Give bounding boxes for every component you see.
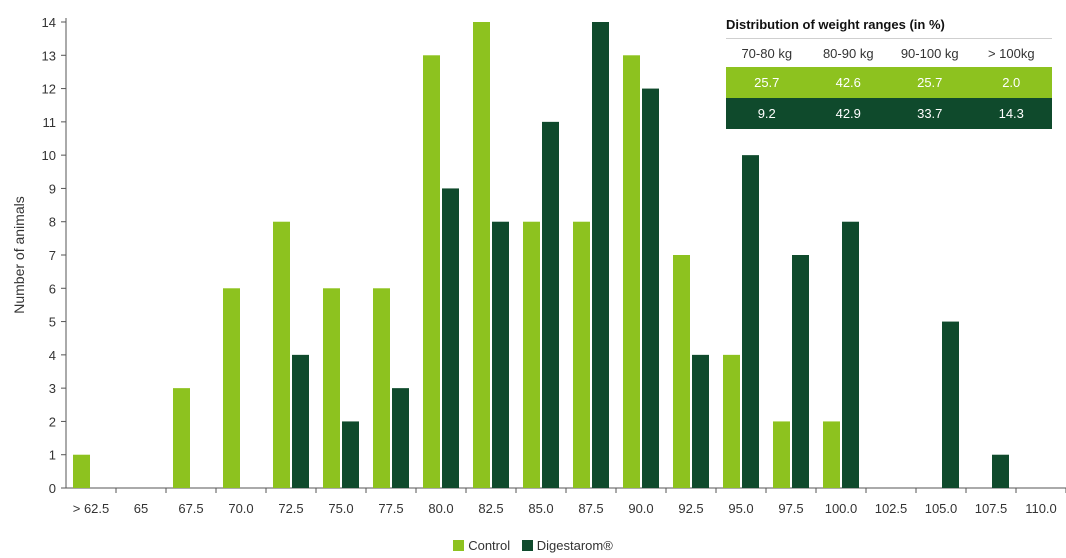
bar-control xyxy=(373,288,390,488)
table-header-cell: 70-80 kg xyxy=(741,45,793,61)
y-tick-label: 6 xyxy=(49,281,56,296)
table-row-digestarom: 9.2 42.9 33.7 14.3 xyxy=(726,98,1052,129)
bar-digestarom xyxy=(942,321,959,488)
table-header-row: 70-80 kg 80-90 kg 90-100 kg > 100kg xyxy=(726,38,1052,67)
legend: Control Digestarom® xyxy=(0,538,1066,554)
x-tick-label: 70.0 xyxy=(228,501,253,516)
bar-digestarom xyxy=(292,354,309,488)
table-cell: 33.7 xyxy=(917,106,943,121)
x-tick-label: 87.5 xyxy=(578,501,603,516)
bar-digestarom xyxy=(592,22,609,488)
bar-control xyxy=(773,421,790,488)
bar-control xyxy=(573,221,590,488)
table-header-cell: 80-90 kg xyxy=(822,45,874,61)
y-tick-label: 4 xyxy=(49,348,56,363)
table-title: Distribution of weight ranges (in %) xyxy=(726,17,945,32)
table-cell: 42.9 xyxy=(835,106,861,121)
x-tick-label: 95.0 xyxy=(728,501,753,516)
x-tick-label: 80.0 xyxy=(428,501,453,516)
legend-swatch xyxy=(521,540,533,551)
weight-range-table: 70-80 kg 80-90 kg 90-100 kg > 100kg 25.7… xyxy=(726,38,1052,129)
bar-digestarom xyxy=(342,421,359,488)
y-tick-label: 2 xyxy=(49,414,56,429)
bar-digestarom xyxy=(642,88,659,489)
x-tick-label: 107.5 xyxy=(975,501,1008,516)
bar-digestarom xyxy=(992,454,1009,488)
bar-digestarom xyxy=(492,221,509,488)
table-row-control: 25.7 42.6 25.7 2.0 xyxy=(726,67,1052,98)
legend-item-control: Control xyxy=(453,538,510,553)
bar-control xyxy=(523,221,540,488)
bar-control xyxy=(223,288,240,488)
bar-digestarom xyxy=(542,121,559,488)
x-tick-label: > 62.5 xyxy=(73,501,110,516)
x-tick-label: 67.5 xyxy=(178,501,203,516)
x-tick-label: 97.5 xyxy=(778,501,803,516)
table-cell: 25.7 xyxy=(754,75,780,90)
y-tick-label: 9 xyxy=(49,181,56,196)
y-tick-label: 12 xyxy=(42,82,56,97)
y-tick-label: 0 xyxy=(49,481,56,496)
bar-digestarom xyxy=(842,221,859,488)
x-tick-label: 65 xyxy=(134,501,148,516)
y-tick-label: 14 xyxy=(42,15,56,30)
x-tick-label: 77.5 xyxy=(378,501,403,516)
legend-swatch xyxy=(453,540,465,551)
bar-control xyxy=(273,221,290,488)
y-tick-label: 8 xyxy=(49,215,56,230)
y-tick-label: 10 xyxy=(42,148,56,163)
y-tick-label: 5 xyxy=(49,315,56,330)
x-tick-label: 75.0 xyxy=(328,501,353,516)
y-tick-label: 11 xyxy=(43,115,57,130)
y-tick-label: 13 xyxy=(42,48,56,63)
bar-control xyxy=(323,288,340,488)
bar-digestarom xyxy=(742,155,759,488)
table-cell: 14.3 xyxy=(998,106,1024,121)
bar-control xyxy=(173,388,190,488)
x-tick-label: 90.0 xyxy=(628,501,653,516)
bar-digestarom xyxy=(392,388,409,488)
x-tick-label: 105.0 xyxy=(925,501,958,516)
x-tick-label: 85.0 xyxy=(528,501,553,516)
x-tick-label: 72.5 xyxy=(278,501,303,516)
bar-control xyxy=(473,22,490,488)
x-tick-label: 92.5 xyxy=(678,501,703,516)
bar-digestarom xyxy=(692,354,709,488)
bar-control xyxy=(673,255,690,488)
x-tick-label: 100.0 xyxy=(825,501,858,516)
table-cell: 9.2 xyxy=(757,106,776,121)
x-tick-label: 110.0 xyxy=(1025,501,1057,516)
bar-control xyxy=(723,354,740,488)
x-tick-label: 82.5 xyxy=(478,501,503,516)
y-axis-title: Number of animals xyxy=(11,196,27,314)
y-tick-label: 3 xyxy=(49,381,56,396)
bar-control xyxy=(423,55,440,489)
table-cell: 25.7 xyxy=(917,75,943,90)
legend-label: Control xyxy=(468,538,511,553)
legend-label: Digestarom® xyxy=(536,538,613,553)
bar-control xyxy=(73,454,90,488)
table-header-cell: 90-100 kg xyxy=(900,45,959,61)
table-cell: 2.0 xyxy=(1002,75,1021,90)
bar-control xyxy=(623,55,640,489)
bar-control xyxy=(823,421,840,488)
bar-digestarom xyxy=(442,188,459,488)
y-tick-label: 7 xyxy=(49,248,56,263)
legend-item-digestarom: Digestarom® xyxy=(521,538,613,553)
table-header-cell: > 100kg xyxy=(987,45,1035,61)
table-cell: 42.6 xyxy=(835,75,861,90)
bar-digestarom xyxy=(792,255,809,488)
x-tick-label: 102.5 xyxy=(875,501,908,516)
y-tick-label: 1 xyxy=(49,448,56,463)
